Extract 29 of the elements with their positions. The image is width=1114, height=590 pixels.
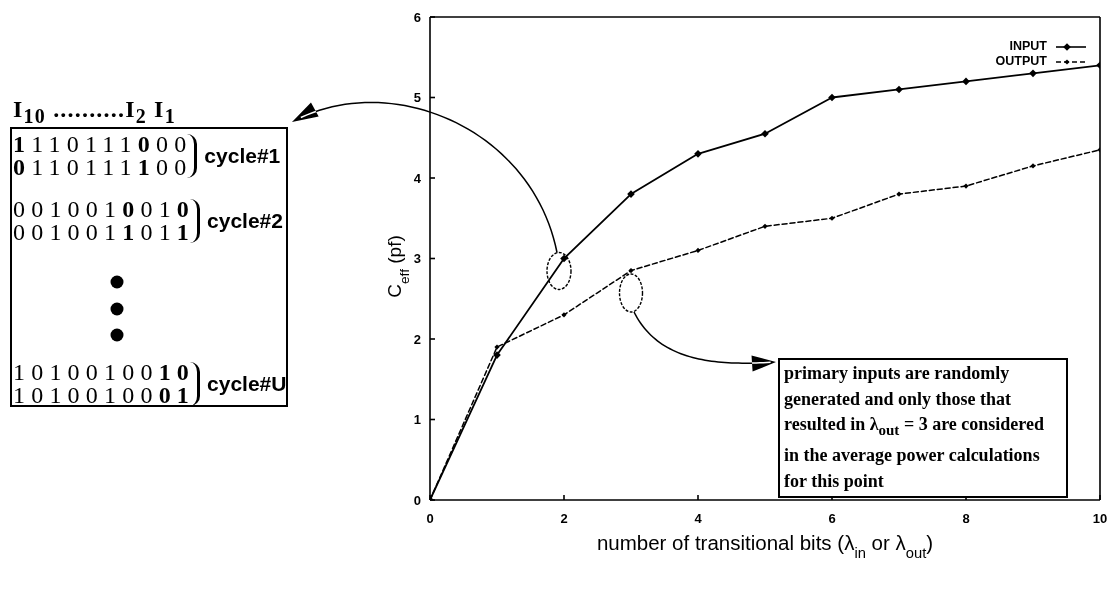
x-axis-title: number of transitional bits (λ$_{in}$ or λ$_{out}$) (596, 531, 934, 561)
text: I$_{10}$ ..........I$_{2}$ I$_{1}$ (13, 96, 176, 128)
text: cycle#2 (207, 209, 283, 233)
point (761, 129, 769, 138)
y-tick-label: 1 (413, 412, 421, 428)
text: cycle#1 (204, 144, 281, 168)
y-tick-label: 0 (413, 492, 421, 508)
y-tick-label: 6 (413, 9, 421, 25)
x-tick-label: 8 (962, 511, 970, 527)
x-tick-label: 6 (828, 511, 836, 527)
y-tick-label: 5 (413, 90, 421, 106)
annotation: primary inputs are randomly generated and only those that resulted in λ$_{out}$ = 3 are considered in the average power calculations for this point (778, 358, 1068, 499)
point (628, 267, 634, 274)
x-tick-label: 4 (694, 511, 703, 527)
x-tick-label: 0 (426, 511, 434, 527)
point (895, 85, 903, 94)
point (695, 247, 701, 254)
x-tick-label: 2 (560, 511, 568, 527)
y-tick-label: 4 (413, 170, 422, 186)
text: cycle#U (207, 372, 287, 396)
point (962, 77, 970, 86)
legend-label: INPUT (1009, 39, 1047, 54)
point (828, 93, 836, 102)
y-tick-label: 2 (413, 331, 421, 347)
point (560, 254, 568, 263)
y-tick-label: 3 (413, 251, 421, 267)
point (1029, 69, 1037, 78)
legend-label: OUTPUT (995, 54, 1047, 69)
x-tick-label: 10 (1092, 511, 1108, 527)
